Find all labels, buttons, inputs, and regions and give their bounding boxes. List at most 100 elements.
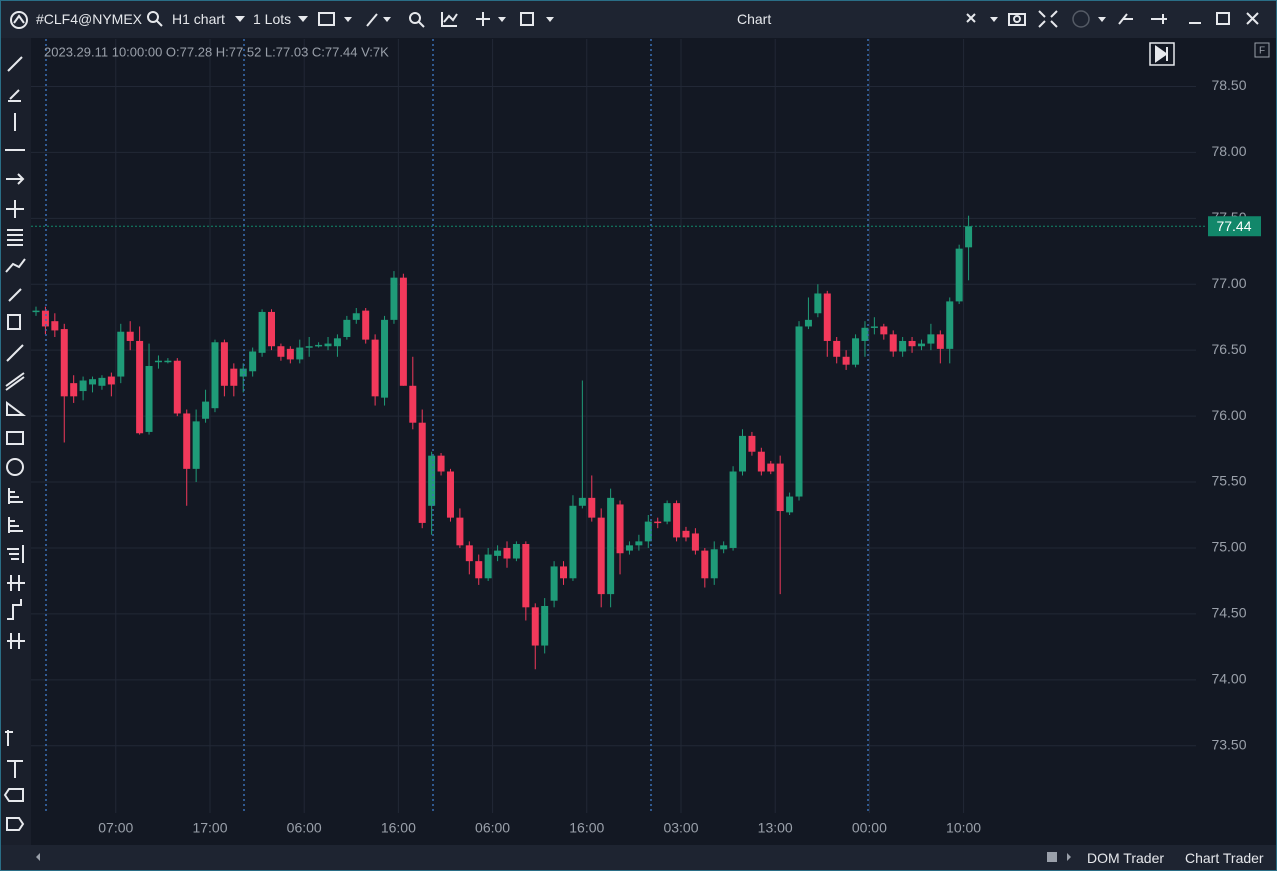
candle-body: [823, 293, 831, 341]
candle-body: [710, 549, 718, 579]
dropdown[interactable]: [298, 16, 308, 24]
candle-body: [899, 340, 907, 352]
candle-body: [786, 496, 794, 513]
candle-body: [362, 310, 370, 340]
x-tick-label: 13:00: [758, 820, 793, 836]
dropdown[interactable]: [235, 16, 245, 24]
candle-body: [503, 547, 511, 559]
candle-body: [531, 607, 539, 646]
candle-body: [748, 435, 756, 452]
candle-body: [965, 226, 973, 248]
y-tick-label: 74.50: [1211, 605, 1246, 621]
candle-body: [852, 338, 860, 365]
candle-body: [691, 533, 699, 551]
f-button[interactable]: F: [1259, 46, 1265, 57]
candle-body: [305, 346, 313, 348]
y-tick-label: 76.00: [1211, 407, 1246, 423]
y-tick-label: 74.00: [1211, 671, 1246, 687]
candle-body: [399, 277, 407, 386]
x-tick-label: 17:00: [192, 820, 227, 836]
candle-body: [795, 326, 803, 497]
candle-body: [418, 422, 426, 523]
scrollbar[interactable]: [1, 845, 1276, 870]
candle-body: [117, 331, 125, 377]
candle-body: [757, 451, 765, 472]
candle-body: [183, 413, 191, 469]
scroll-to-end-icon: [1155, 45, 1168, 63]
candle-body: [597, 517, 605, 595]
y-tick-label: 77.00: [1211, 275, 1246, 291]
lots[interactable]: 1 Lots: [253, 11, 292, 27]
y-tick-label: 78.00: [1211, 143, 1246, 159]
candle-body: [465, 545, 473, 562]
f-button-box[interactable]: [1254, 42, 1270, 58]
x-tick-label: 07:00: [98, 820, 133, 836]
candle-body: [79, 380, 87, 392]
candle-body: [512, 544, 520, 559]
candle-body: [41, 310, 49, 327]
candle-body: [927, 334, 935, 344]
candle-body: [315, 344, 323, 347]
side-toolbar: [1, 38, 31, 845]
candle-body: [569, 505, 577, 579]
candle-body: [936, 334, 944, 349]
x-tick-label: 16:00: [381, 820, 416, 836]
candle-body: [446, 471, 454, 518]
candle-body: [390, 277, 398, 320]
timeframe[interactable]: H1 chart: [172, 11, 225, 27]
candle-body: [494, 550, 502, 556]
candle-body: [381, 319, 389, 398]
candle-body: [475, 561, 483, 579]
candle-body: [814, 293, 822, 314]
candle-body: [145, 366, 153, 432]
x-tick-label: 10:00: [946, 820, 981, 836]
chart-tools[interactable]: [317, 8, 557, 32]
candle-body: [371, 339, 379, 397]
candle-body: [673, 503, 681, 538]
window-controls[interactable]: [961, 8, 1271, 32]
bottom-bar: DOM Trader Chart Trader: [1, 845, 1276, 870]
candle-body: [154, 360, 162, 363]
tab[interactable]: DOM Trader: [1087, 850, 1165, 866]
x-tick-label: 00:00: [852, 820, 887, 836]
search-icon[interactable]: [146, 10, 164, 28]
candle-body: [456, 517, 464, 546]
candle-body: [870, 326, 878, 328]
scroll-to-end[interactable]: [1149, 42, 1175, 66]
candle-body: [343, 319, 351, 337]
candle-body: [70, 383, 78, 397]
candle-body: [164, 360, 172, 363]
candle-body: [428, 455, 436, 506]
candle-body: [437, 455, 445, 472]
candle-body: [663, 503, 671, 522]
drawing-tools[interactable]: [3, 56, 26, 831]
candle-body: [729, 471, 737, 548]
y-tick-label: 75.00: [1211, 539, 1246, 555]
candle-body: [107, 376, 115, 385]
candle-body: [804, 319, 812, 327]
candle-body: [682, 530, 690, 538]
candle-body: [607, 497, 615, 595]
candle-body: [136, 340, 144, 434]
candle-body: [220, 342, 228, 386]
symbol[interactable]: #CLF4@NYMEX: [36, 11, 143, 27]
y-tick-label: 75.50: [1211, 473, 1246, 489]
candle-body: [908, 340, 916, 347]
candle-body: [776, 463, 784, 512]
y-tick-label: 78.50: [1211, 77, 1246, 93]
candle-body: [202, 401, 210, 419]
logo: [10, 11, 28, 29]
tab[interactable]: Chart Trader: [1185, 850, 1264, 866]
chart: 73.50 74.00 74.50 75.00 75.50 76.00 76.50 77.00…: [1, 38, 1270, 845]
ohlc-info: 2023.29.11 10:00:00 O:77.28 H:77.52 L:77…: [44, 44, 389, 59]
candle-body: [239, 368, 247, 377]
last-price-label: 77.44: [1216, 218, 1251, 234]
candle-body: [541, 605, 549, 646]
x-tick-label: 16:00: [569, 820, 604, 836]
candle-body: [720, 545, 728, 550]
candle-body: [955, 248, 963, 302]
candle-body: [352, 313, 360, 320]
